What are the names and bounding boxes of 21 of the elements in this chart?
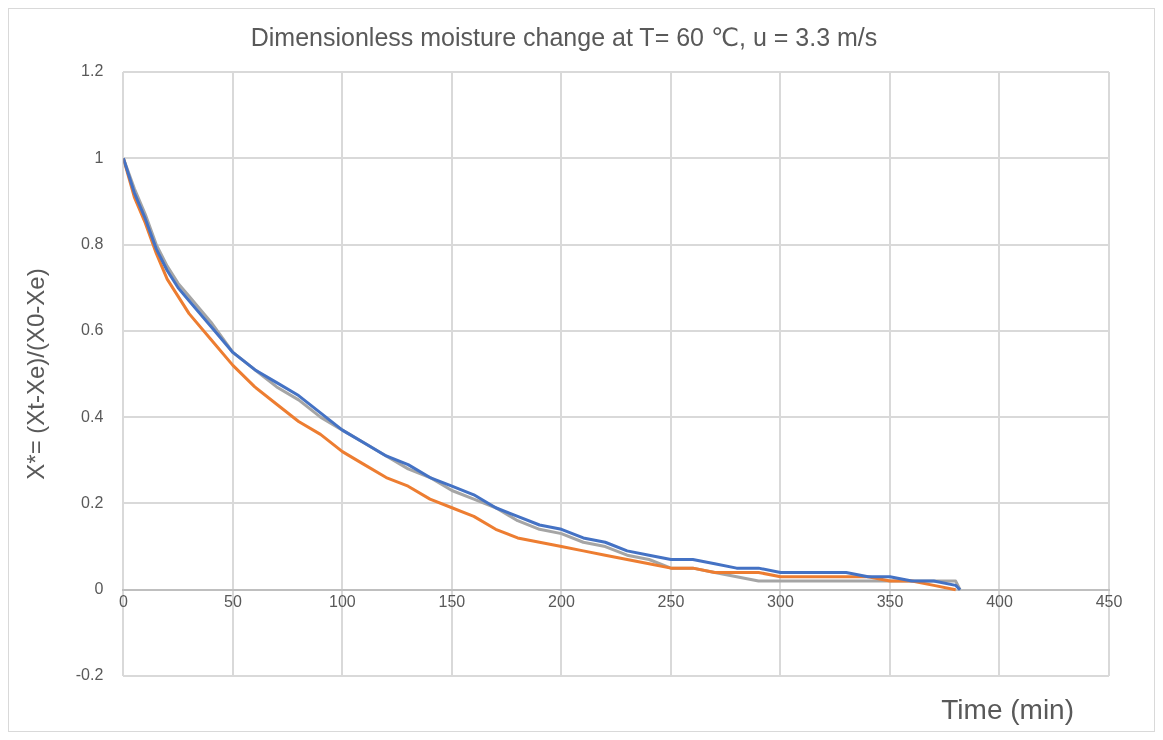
y-tick-label: 0.4 <box>81 407 104 425</box>
x-tick-label: 350 <box>876 592 904 610</box>
y-tick-label: 0 <box>94 580 104 598</box>
y-tick-label: 0.2 <box>81 493 104 511</box>
chart-title: Dimensionless moisture change at T= 60 ℃, u = 3.3 m/s <box>250 22 878 51</box>
x-tick-label: 100 <box>329 592 356 610</box>
x-tick-label: 450 <box>1095 592 1123 610</box>
y-axis-title: X*= (Xt-Xe)/(X0-Xe) <box>22 268 50 480</box>
y-tick-label: -0.2 <box>75 666 104 684</box>
y-tick-label: 0.6 <box>81 321 104 339</box>
x-axis-title: Time (min) <box>941 693 1074 725</box>
y-tick-label: 1.2 <box>81 62 104 80</box>
x-tick-label: 300 <box>767 592 794 610</box>
y-tick-label: 1 <box>94 148 104 166</box>
x-tick-label: 200 <box>548 592 575 610</box>
x-tick-label: 400 <box>986 592 1013 610</box>
x-tick-label: 50 <box>223 592 242 610</box>
y-tick-label: 0.8 <box>81 234 104 252</box>
x-tick-label: 0 <box>118 592 128 610</box>
x-tick-label: 250 <box>657 592 685 610</box>
x-tick-label: 150 <box>438 592 466 610</box>
